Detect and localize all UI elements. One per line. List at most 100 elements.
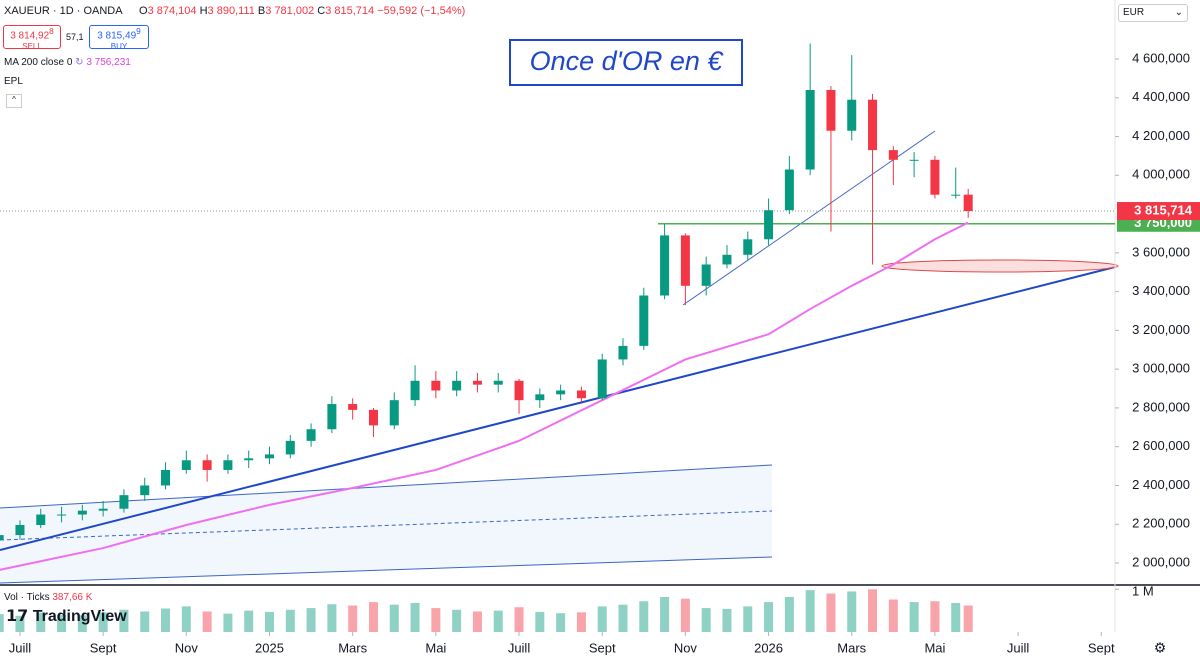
x-tick-label: Sept [1088,640,1115,655]
y-tick-label: 2 600,000 [1132,438,1190,453]
candle-body [161,469,171,486]
x-tick-label: Mai [924,640,945,655]
buy-price: 3 815,49 [97,30,137,42]
candle-body [868,99,878,151]
x-tick-label: Sept [589,640,616,655]
x-tick-label: Juill [508,640,531,655]
candle-body [618,345,628,360]
candle-body [472,380,482,385]
candle-body [119,495,129,509]
x-tick-label: Mars [338,640,367,655]
x-tick-label: Juill [1007,640,1030,655]
candle-body [888,150,898,160]
volume-bar [888,599,898,632]
candle-body [514,380,524,401]
candle-body [660,235,670,296]
volume-bar [847,591,857,632]
candle-body [15,525,25,536]
settings-icon[interactable]: ⚙ [1154,640,1167,656]
candle-body [98,508,108,511]
volume-bar [951,602,961,632]
volume-bar [514,607,524,632]
epl-legend[interactable]: EPL [4,76,23,87]
volume-value: 387,66 K [52,592,93,603]
spread: 57,1 [66,32,84,42]
x-tick-label: Nov [175,640,199,655]
sell-label: SELL [22,42,42,52]
candle-body [244,458,254,461]
buy-button[interactable]: 3 815,499 BUY [89,25,149,52]
candle-body [847,99,857,131]
volume-bar [784,596,794,632]
volume-bar [639,601,649,632]
candle-body [930,159,940,195]
volume-bar [764,602,774,632]
candle-body [202,460,212,470]
candle-body [285,440,295,455]
ohlc-key: H [199,5,208,17]
volume-bar [327,604,337,632]
sell-button[interactable]: 3 814,928 SELL [3,25,61,52]
volume-bar [306,608,316,632]
volume-label: Vol · Ticks [4,592,50,603]
ma-legend[interactable]: MA 200 close 0 ↻ 3 756,231 [4,57,131,68]
y-tick-label: 4 200,000 [1132,128,1190,143]
candle-body [181,460,191,470]
volume-tick-label: 1 M [1132,583,1154,598]
volume-bar [535,611,545,632]
collapse-button[interactable]: ^ [6,94,22,108]
y-tick-label: 3 400,000 [1132,283,1190,298]
last-price-label: 3 815,714 [1134,202,1193,217]
logo-text: TradingView [32,608,127,625]
symbol[interactable]: XAUEUR · 1D · OANDA O3 874,104 H3 890,11… [4,5,465,17]
volume-bar [660,596,670,632]
ohlc-key: O [139,5,148,17]
sell-price: 3 814,92 [10,30,50,42]
currency: EUR [1123,7,1145,18]
volume-bar [98,612,108,632]
candle-body [410,380,420,401]
buy-label: BUY [110,42,128,52]
volume-bar [909,602,919,632]
channel-fill [0,465,772,583]
x-tick-label: Sept [90,640,117,655]
volume-bar [140,611,150,632]
volume-bar [963,605,973,632]
y-tick-label: 4 600,000 [1132,50,1190,65]
y-tick-label: 4 400,000 [1132,89,1190,104]
candle-body [826,90,836,131]
candle-body [576,390,586,399]
channel-line [0,464,773,509]
candle-body [368,409,378,426]
currency-select[interactable]: EUR ⌄ [1118,4,1188,22]
candle-body [805,90,815,170]
volume-bar [493,610,503,632]
ma-value: 3 756,231 [86,57,131,68]
logo[interactable]: 𝟭𝟳 TradingView [6,608,127,625]
volume-bar [285,609,295,632]
candle-body [535,394,545,401]
volume-bar [410,602,420,632]
x-tick-label: Juill [9,640,32,655]
ohlc-value: 3 874,104 [147,5,197,17]
candle-body [722,254,732,265]
ohlc-change: −59,592 (−1,54%) [377,5,466,17]
candle-body [493,380,503,385]
ohlc-value: 3 815,714 [325,5,375,17]
sell-pip: 8 [49,26,54,36]
candle-body [57,514,67,516]
volume-bar [743,606,753,632]
volume-bar [452,609,462,632]
candle-body [597,359,607,399]
channel-line [0,556,773,584]
channel-mid [0,510,773,541]
volume-bar [576,612,586,632]
volume-bar [36,612,46,632]
volume-legend: Vol · Ticks 387,66 K [4,592,92,603]
candle-body [0,535,4,540]
y-tick-label: 3 600,000 [1132,244,1190,259]
volume-bar [181,606,191,632]
y-tick-label: 4 000,000 [1132,167,1190,182]
